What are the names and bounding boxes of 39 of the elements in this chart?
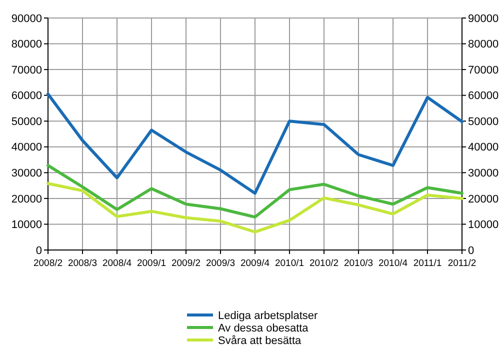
- y2-tick-label: 10000: [468, 219, 499, 232]
- y2-tick-label: 40000: [468, 142, 499, 154]
- y2-tick-label: 20000: [468, 193, 499, 206]
- x-tick-label: 2010/1: [274, 258, 304, 269]
- y2-tick-label: 70000: [468, 64, 499, 76]
- y-tick-label: 20000: [11, 193, 42, 206]
- x-tick-label: 2009/4: [240, 258, 270, 269]
- y2-tick-label: 90000: [468, 12, 499, 25]
- x-tick-label: 2009/2: [171, 258, 201, 269]
- x-tick-label: 2009/3: [206, 258, 236, 269]
- line-series: [46, 92, 464, 195]
- x-tick-label: 2010/4: [378, 258, 408, 269]
- y2-tick-label: 60000: [468, 90, 499, 102]
- y2-tick-label: 50000: [468, 116, 499, 128]
- y-tick-label: 30000: [11, 168, 42, 180]
- x-tick-label: 2010/2: [309, 258, 339, 269]
- y-tick-label: 70000: [11, 64, 42, 76]
- legend-label: Lediga arbetsplatser: [218, 310, 318, 322]
- y-tick-label: 40000: [11, 142, 42, 154]
- x-tick-label: 2008/3: [68, 258, 98, 269]
- y2-tick-label: 0: [468, 244, 474, 257]
- y-tick-label: 10000: [11, 219, 42, 232]
- y2-tick-label: 80000: [468, 38, 499, 51]
- legend-label: Svåra att besätta: [218, 334, 302, 347]
- y-tick-label: 50000: [11, 116, 42, 128]
- line-series: [46, 164, 464, 219]
- x-tick-label: 2011/2: [448, 258, 476, 269]
- y-tick-label: 0: [36, 244, 42, 257]
- y-tick-label: 90000: [11, 12, 42, 25]
- y-tick-label: 60000: [11, 90, 42, 102]
- y-tick-label: 80000: [11, 38, 42, 51]
- legend-label: Av dessa obesatta: [218, 322, 310, 334]
- x-tick-label: 2010/3: [344, 258, 374, 269]
- x-tick-label: 2008/4: [102, 258, 132, 269]
- x-tick-label: 2008/2: [33, 258, 63, 269]
- x-tick-label: 2009/1: [136, 258, 166, 269]
- x-tick-label: 2011/1: [413, 258, 442, 269]
- line-series: [46, 182, 464, 234]
- y2-tick-label: 30000: [468, 168, 499, 180]
